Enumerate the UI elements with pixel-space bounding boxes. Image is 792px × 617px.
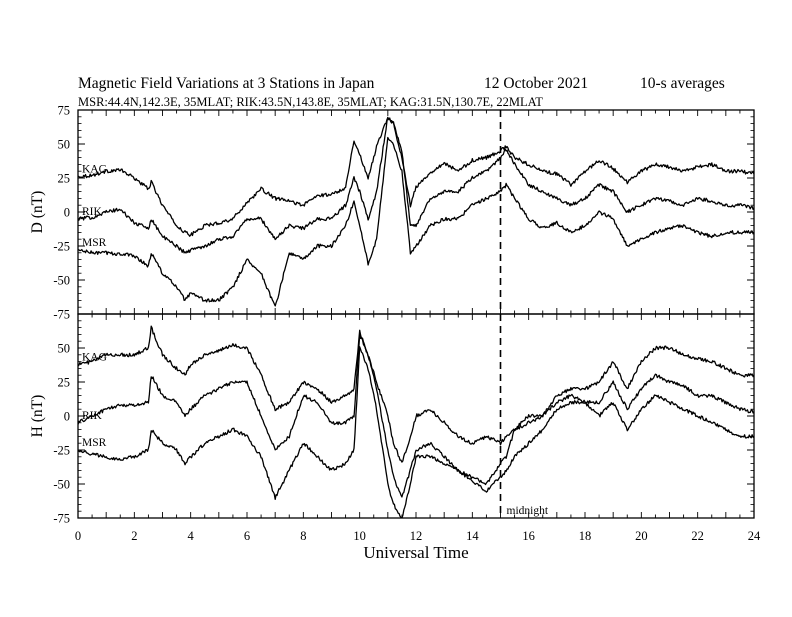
y-tick-label: 75 <box>58 104 71 118</box>
y-tick-label: -50 <box>53 274 70 288</box>
y-tick-label: 50 <box>58 138 71 152</box>
y-tick-label: 25 <box>58 376 71 390</box>
series-group-top <box>78 116 754 307</box>
series-line-kag <box>78 117 754 237</box>
x-tick-label: 24 <box>748 529 761 543</box>
series-group-bottom <box>78 325 754 518</box>
series-line-msr <box>78 346 754 518</box>
y-tick-label: 0 <box>64 206 70 220</box>
x-tick-label: 8 <box>300 529 306 543</box>
y-tick-label: -75 <box>53 512 70 526</box>
x-tick-label: 16 <box>522 529 535 543</box>
y-axis-label: D (nT) <box>29 191 46 234</box>
panel-frame-top <box>77 109 755 315</box>
annotation-label: midnight <box>507 505 549 517</box>
y-tick-label: -25 <box>53 240 70 254</box>
y-tick-label: 25 <box>58 172 71 186</box>
series-line-rik <box>78 334 754 498</box>
x-tick-label: 2 <box>131 529 137 543</box>
y-tick-label: 0 <box>64 410 70 424</box>
series-label-kag: KAG <box>82 164 107 176</box>
series-label-msr: MSR <box>82 437 107 449</box>
chart-date: 12 October 2021 <box>484 75 588 92</box>
x-tick-label: 22 <box>691 529 704 543</box>
series-line-rik <box>78 116 754 254</box>
series-label-kag: KAG <box>82 351 107 363</box>
x-tick-label: 12 <box>410 529 423 543</box>
y-tick-label: -25 <box>53 444 70 458</box>
x-tick-label: 18 <box>579 529 592 543</box>
chart-title: Magnetic Field Variations at 3 Stations … <box>78 75 375 92</box>
x-tick-label: 10 <box>353 529 366 543</box>
series-label-rik: RIK <box>82 206 103 218</box>
x-tick-label: 20 <box>635 529 648 543</box>
chart-averaging: 10-s averages <box>640 75 725 92</box>
x-tick-label: 14 <box>466 529 479 543</box>
y-tick-label: -50 <box>53 478 70 492</box>
x-tick-label: 4 <box>188 529 195 543</box>
series-line-kag <box>78 325 754 463</box>
series-label-rik: RIK <box>82 410 103 422</box>
y-axis-label: H (nT) <box>29 395 46 438</box>
series-line-msr <box>78 136 754 307</box>
x-axis-label: Universal Time <box>363 543 468 562</box>
y-tick-label: -75 <box>53 308 70 322</box>
x-tick-label: 6 <box>244 529 250 543</box>
y-tick-label: 50 <box>58 342 71 356</box>
panel-top: 75 50 25 0 -25 -50 -75 D (nT) KAG RIK MSR <box>29 104 755 322</box>
chart-subtitle: MSR:44.4N,142.3E, 35MLAT; RIK:43.5N,143.… <box>78 95 543 109</box>
x-tick-label: 0 <box>75 529 81 543</box>
series-label-msr: MSR <box>82 237 107 249</box>
chart-panels: 75 50 25 0 -25 -50 -75 D (nT) KAG RIK MSR 50 25 0 -25 -… <box>29 104 761 563</box>
